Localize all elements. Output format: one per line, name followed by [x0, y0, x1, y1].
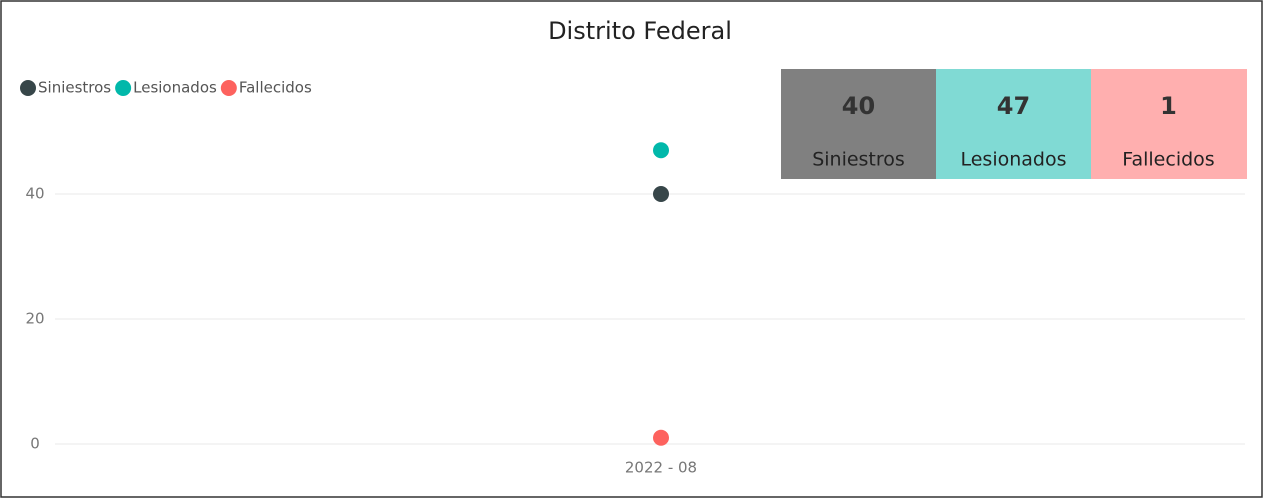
x-tick-label: 2022 - 08 [625, 459, 697, 477]
legend-label: Siniestros [38, 79, 111, 97]
legend-marker [20, 80, 36, 96]
kpi-label: Siniestros [812, 149, 905, 171]
kpi-label: Fallecidos [1122, 149, 1214, 171]
point [653, 142, 669, 159]
kpi-value: 1 [1160, 92, 1177, 120]
y-tick-label: 0 [30, 435, 40, 453]
kpi-card [781, 69, 937, 179]
chart-title: Distrito Federal [548, 17, 732, 45]
y-tick-label: 20 [25, 310, 44, 328]
kpi-card [1091, 69, 1247, 179]
kpi-label: Lesionados [960, 149, 1066, 171]
legend-label: Fallecidos [239, 79, 312, 97]
legend-label: Lesionados [133, 79, 217, 97]
legend-marker [115, 80, 132, 96]
point [653, 186, 669, 202]
kpi-card [936, 69, 1092, 179]
point [653, 429, 669, 446]
legend-marker [220, 80, 237, 96]
kpi-value: 47 [997, 92, 1030, 120]
y-tick-label: 40 [25, 185, 44, 203]
kpi-value: 40 [842, 92, 875, 120]
